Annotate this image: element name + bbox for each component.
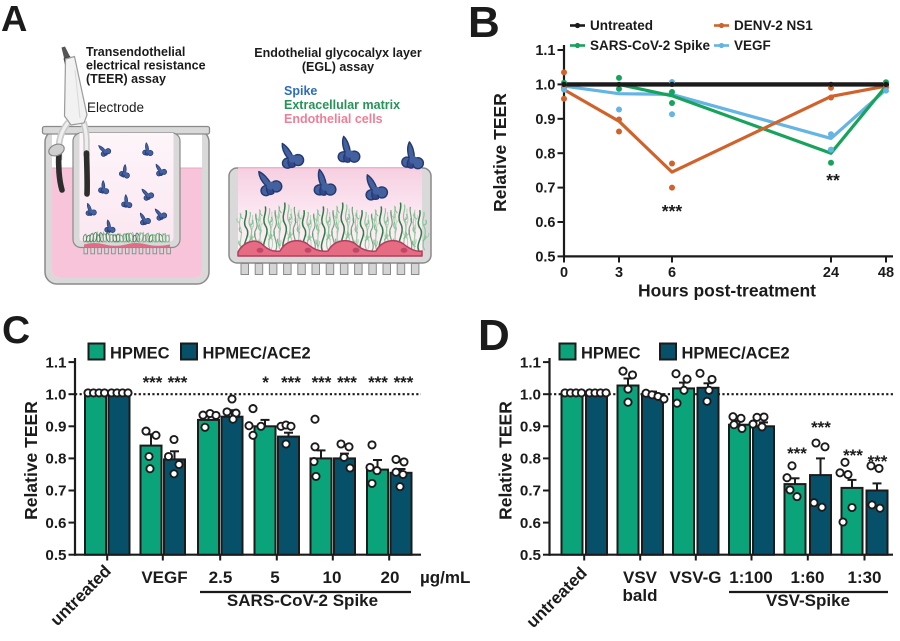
svg-text:***: *** (312, 373, 332, 392)
svg-text:***: *** (394, 373, 414, 392)
svg-text:0.5: 0.5 (45, 547, 67, 564)
svg-text:Electrode: Electrode (87, 100, 144, 115)
svg-text:48: 48 (878, 265, 894, 281)
svg-text:1.0: 1.0 (520, 386, 541, 403)
svg-text:Relative TEER: Relative TEER (490, 93, 510, 212)
svg-text:0.5: 0.5 (535, 250, 555, 266)
svg-text:VSV-G: VSV-G (670, 568, 722, 587)
svg-text:VSV: VSV (623, 568, 658, 587)
svg-text:0.6: 0.6 (520, 515, 541, 532)
svg-text:10: 10 (323, 568, 342, 587)
svg-text:0.8: 0.8 (45, 451, 66, 468)
svg-text:HPMEC: HPMEC (581, 345, 641, 363)
svg-text:0.6: 0.6 (535, 215, 555, 231)
svg-text:Hours post-treatment: Hours post-treatment (638, 281, 816, 301)
svg-text:*: * (262, 373, 269, 392)
svg-text:Spike: Spike (284, 84, 317, 98)
svg-text:0.7: 0.7 (520, 483, 541, 500)
svg-text:A: A (1, 0, 27, 39)
svg-text:D: D (478, 311, 510, 360)
svg-text:0.6: 0.6 (45, 515, 66, 532)
svg-text:5: 5 (270, 568, 279, 587)
svg-text:***: *** (662, 201, 683, 221)
svg-text:0.7: 0.7 (535, 181, 555, 197)
svg-text:(EGL) assay: (EGL) assay (302, 60, 374, 74)
svg-text:Endothelial cells: Endothelial cells (284, 112, 383, 126)
svg-text:0: 0 (560, 265, 568, 281)
svg-text:***: *** (868, 452, 888, 471)
svg-text:DENV-2 NS1: DENV-2 NS1 (734, 18, 813, 33)
svg-text:Relative TEER: Relative TEER (21, 401, 41, 520)
svg-text:1.0: 1.0 (535, 78, 555, 94)
svg-text:HPMEC: HPMEC (110, 345, 170, 363)
svg-text:***: *** (143, 373, 163, 392)
svg-text:HPMEC/ACE2: HPMEC/ACE2 (203, 345, 311, 363)
svg-text:VEGF: VEGF (734, 38, 771, 53)
svg-text:Untreated: Untreated (590, 18, 653, 33)
svg-text:1.1: 1.1 (520, 354, 542, 371)
svg-text:1:100: 1:100 (729, 568, 772, 587)
svg-text:2.5: 2.5 (209, 568, 233, 587)
svg-text:bald: bald (623, 586, 658, 605)
svg-text:***: *** (168, 373, 188, 392)
svg-text:20: 20 (381, 568, 400, 587)
svg-text:Transendothelial: Transendothelial (86, 45, 185, 59)
svg-text:µg/mL: µg/mL (420, 568, 470, 587)
svg-text:1:60: 1:60 (790, 568, 824, 587)
svg-text:***: *** (281, 373, 301, 392)
svg-text:1.0: 1.0 (45, 386, 66, 403)
svg-text:1.1: 1.1 (535, 43, 555, 59)
svg-text:(TEER) assay: (TEER) assay (86, 72, 166, 86)
svg-text:3: 3 (615, 265, 623, 281)
svg-text:***: *** (337, 373, 357, 392)
svg-text:C: C (2, 309, 30, 352)
svg-text:HPMEC/ACE2: HPMEC/ACE2 (682, 345, 790, 363)
svg-text:0.9: 0.9 (520, 419, 541, 436)
svg-text:0.8: 0.8 (535, 146, 555, 162)
svg-text:**: ** (826, 170, 840, 190)
svg-text:B: B (468, 0, 500, 47)
svg-text:SARS-CoV-2 Spike: SARS-CoV-2 Spike (590, 38, 711, 53)
svg-text:1.1: 1.1 (45, 354, 67, 371)
svg-text:0.9: 0.9 (45, 419, 66, 436)
svg-text:***: *** (811, 418, 831, 437)
svg-text:0.7: 0.7 (45, 483, 66, 500)
svg-text:Extracellular matrix: Extracellular matrix (284, 98, 400, 112)
svg-text:0.8: 0.8 (520, 451, 541, 468)
svg-text:Endothelial glycocalyx layer: Endothelial glycocalyx layer (254, 46, 422, 60)
svg-text:0.5: 0.5 (520, 547, 542, 564)
svg-text:VEGF: VEGF (141, 568, 187, 587)
svg-text:***: *** (843, 446, 863, 465)
svg-text:0.9: 0.9 (535, 112, 555, 128)
svg-text:VSV-Spike: VSV-Spike (766, 591, 850, 610)
svg-text:Relative TEER: Relative TEER (496, 401, 516, 520)
svg-text:***: *** (368, 373, 388, 392)
svg-text:1:30: 1:30 (847, 568, 881, 587)
svg-text:***: *** (787, 444, 807, 463)
svg-text:24: 24 (823, 265, 839, 281)
svg-text:6: 6 (668, 265, 676, 281)
svg-text:SARS-CoV-2 Spike: SARS-CoV-2 Spike (227, 591, 378, 610)
svg-text:electrical resistance: electrical resistance (86, 59, 206, 73)
